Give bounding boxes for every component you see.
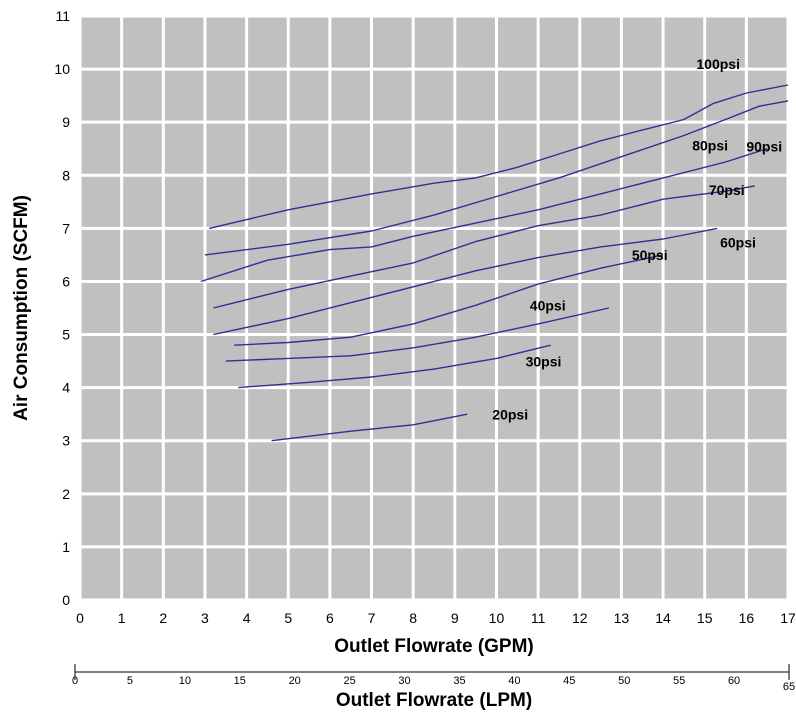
y-tick-label: 3 xyxy=(62,433,70,449)
lpm-axis-title: Outlet Flowrate (LPM) xyxy=(336,690,532,711)
series-line-80psi xyxy=(200,148,768,283)
series-labels: 20psi 30psi 40psi 50psi 60psi 70psi 80psi 90psi… xyxy=(492,56,782,422)
y-tick-label: 4 xyxy=(62,380,70,396)
x-tick-label: 1 xyxy=(118,610,126,626)
lpm-tick-label: 65 xyxy=(783,681,795,693)
y-axis-title: Air Consumption (SCFM) xyxy=(11,195,32,421)
lpm-tick-label: 40 xyxy=(508,675,520,687)
x-tick-label: 8 xyxy=(409,610,417,626)
series-label-20psi: 20psi xyxy=(492,406,528,422)
lpm-tick-label: 25 xyxy=(343,675,355,687)
plot-area xyxy=(80,16,788,600)
lpm-tick-label: 60 xyxy=(728,675,740,687)
x-tick-label: 3 xyxy=(201,610,209,626)
x-tick-label: 16 xyxy=(739,610,755,626)
y-tick-label: 9 xyxy=(62,114,70,130)
series-line-90psi xyxy=(204,100,789,256)
y-tick-label: 10 xyxy=(54,61,70,77)
x-tick-label: 12 xyxy=(572,610,588,626)
series-label-100psi: 100psi xyxy=(696,56,740,72)
x-tick-label: 2 xyxy=(159,610,167,626)
series-line-20psi xyxy=(271,413,468,442)
series-label-50psi: 50psi xyxy=(632,247,668,263)
series-label-60psi: 60psi xyxy=(720,234,756,250)
series-label-80psi: 80psi xyxy=(692,137,728,153)
series-line-30psi xyxy=(238,344,551,389)
series-lines xyxy=(200,84,789,442)
series-line-40psi xyxy=(225,307,610,362)
x-axis-ticks: 0 1 2 3 4 5 6 7 8 9 10 11 12 13 14 15 16 17 xyxy=(76,610,796,626)
y-tick-label: 2 xyxy=(62,486,70,502)
x-tick-label: 13 xyxy=(614,610,630,626)
x-tick-label: 6 xyxy=(326,610,334,626)
lpm-tick-label: 45 xyxy=(563,675,575,687)
x-tick-label: 0 xyxy=(76,610,84,626)
y-tick-label: 6 xyxy=(62,273,70,289)
lpm-tick-label: 50 xyxy=(618,675,630,687)
x-tick-label: 7 xyxy=(368,610,376,626)
lpm-tick-label: 15 xyxy=(234,675,246,687)
lpm-tick-label: 35 xyxy=(453,675,465,687)
lpm-tick-label: 20 xyxy=(289,675,301,687)
x-tick-label: 15 xyxy=(697,610,713,626)
lpm-axis xyxy=(74,664,790,680)
series-label-30psi: 30psi xyxy=(526,353,562,369)
y-tick-label: 7 xyxy=(62,220,70,236)
series-label-40psi: 40psi xyxy=(530,298,566,314)
lpm-tick-label: 0 xyxy=(72,675,78,687)
lpm-axis-ticks: 0 5 10 15 20 25 30 35 40 45 50 55 60 65 xyxy=(72,675,795,693)
series-line-50psi xyxy=(234,254,664,346)
x-tick-label: 10 xyxy=(489,610,505,626)
lpm-tick-label: 30 xyxy=(398,675,410,687)
lpm-tick-label: 5 xyxy=(127,675,133,687)
x-tick-label: 5 xyxy=(284,610,292,626)
y-axis-ticks: 0 1 2 3 4 5 6 7 8 9 10 11 xyxy=(54,8,70,608)
series-line-100psi xyxy=(208,84,789,230)
series-line-70psi xyxy=(213,185,755,309)
series-label-70psi: 70psi xyxy=(709,182,745,198)
y-tick-label: 0 xyxy=(62,592,70,608)
y-tick-label: 1 xyxy=(62,539,70,555)
x-tick-label: 14 xyxy=(655,610,671,626)
x-tick-label: 4 xyxy=(243,610,251,626)
x-axis-title: Outlet Flowrate (GPM) xyxy=(334,636,534,657)
lpm-tick-label: 55 xyxy=(673,675,685,687)
lpm-tick-label: 10 xyxy=(179,675,191,687)
x-tick-label: 11 xyxy=(531,610,546,626)
y-tick-label: 11 xyxy=(55,8,70,24)
x-tick-label: 17 xyxy=(780,610,796,626)
y-tick-label: 8 xyxy=(62,167,70,183)
x-tick-label: 9 xyxy=(451,610,459,626)
series-label-90psi: 90psi xyxy=(746,138,782,154)
y-tick-label: 5 xyxy=(62,327,70,343)
series-line-60psi xyxy=(213,227,718,336)
